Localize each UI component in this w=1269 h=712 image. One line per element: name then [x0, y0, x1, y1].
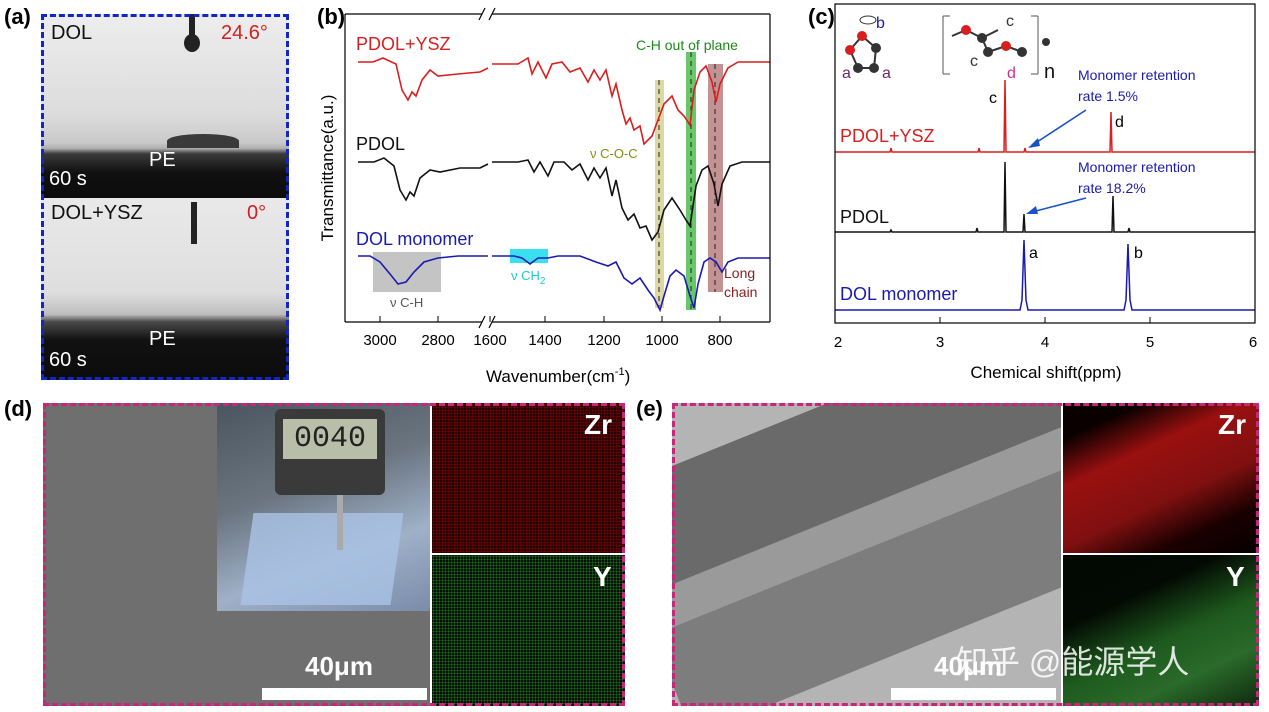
panel-d-label: (d) — [4, 396, 33, 421]
nmr-chart: a a b c c d n 2 3 4 5 6 Chemical shift(p… — [834, 3, 1257, 382]
dol-molecule-diagram — [845, 15, 881, 73]
mol-label-n: n — [1044, 61, 1055, 83]
band-long-chain — [708, 64, 723, 292]
contact-angle-panel: DOL 24.6° PE 60 s DOL+YSZ 0° PE 60 s — [41, 14, 289, 380]
sem-panel-e: Zr Y 40μm 知乎 @能源学人 — [672, 403, 1259, 706]
tick-800: 800 — [707, 332, 732, 349]
y-map-d — [432, 555, 625, 706]
ftir-label-pdol-ysz: PDOL+YSZ — [356, 34, 451, 54]
zr-label-e: Zr — [1218, 409, 1246, 440]
ann-chain: chain — [724, 284, 757, 300]
contact-angle-image-bottom — [41, 198, 289, 380]
spectrum-pdol — [358, 157, 770, 242]
nmr-pdol — [835, 161, 1255, 233]
tick-1400: 1400 — [528, 332, 561, 349]
ftir-label-pdol: PDOL — [356, 134, 405, 154]
tick-3000: 3000 — [363, 332, 396, 349]
ftir-ylabel: Transmittance(a.u.) — [318, 95, 337, 242]
panel-e-frame — [672, 403, 1259, 706]
needle-top — [189, 14, 195, 36]
watermark: 知乎 @能源学人 — [956, 644, 1190, 680]
zr-map-d — [432, 403, 625, 553]
retention1-line2: rate 1.5% — [1078, 88, 1138, 104]
tick-1200: 1200 — [587, 332, 620, 349]
tick-2800: 2800 — [421, 332, 454, 349]
panel-a-frame — [41, 14, 289, 380]
needle-bottom — [191, 202, 197, 244]
nmr-tick-2: 2 — [834, 334, 842, 351]
thickness-gauge-photo: 0040 — [217, 403, 430, 611]
band-coc — [655, 80, 664, 308]
mol-label-d: d — [1007, 65, 1016, 82]
nmr-pdol-ysz — [835, 79, 1255, 153]
tick-1000: 1000 — [645, 332, 678, 349]
substrate-pe-bottom: PE — [149, 328, 176, 350]
sample-dol-ysz: DOL+YSZ — [51, 202, 143, 224]
panel-b-label: (b) — [317, 4, 346, 29]
peak-label-b: b — [1134, 245, 1143, 262]
angle-dol: 24.6° — [221, 22, 268, 44]
contact-angle-image-top — [41, 14, 289, 198]
gauge-spindle — [337, 495, 343, 550]
mol-label-c1: c — [1006, 13, 1014, 30]
panel-e-label: (e) — [636, 396, 663, 421]
nmr-tick-4: 4 — [1041, 334, 1049, 351]
mol-label-a1: a — [842, 65, 851, 82]
panel-a-label: (a) — [4, 4, 31, 29]
nmr-tick-3: 3 — [936, 334, 944, 351]
ann-ch-out-of-plane: C-H out of plane — [636, 37, 738, 53]
retention2-line2: rate 18.2% — [1078, 180, 1146, 196]
nmr-tick-6: 6 — [1249, 334, 1257, 351]
nmr-xlabel: Chemical shift(ppm) — [970, 363, 1121, 382]
y-label-d: Y — [593, 561, 612, 592]
peak-label-a: a — [1029, 245, 1038, 262]
pendant-drop — [184, 34, 200, 52]
mol-label-c2: c — [970, 53, 978, 70]
ftir-xlabel: Wavenumber(cm-1) — [486, 366, 630, 386]
sample-dol: DOL — [51, 22, 93, 44]
sem-panel-d: 0040 Zr Y 40μm — [43, 403, 625, 706]
tick-1600: 1600 — [473, 332, 506, 349]
sessile-droplet — [167, 134, 239, 148]
time-bottom: 60 s — [49, 349, 87, 371]
band-ch-stretch — [373, 252, 441, 292]
pdol-repeat-unit-diagram — [942, 15, 1050, 75]
panel-c-label: (c) — [808, 4, 835, 29]
substrate-pe-top: PE — [149, 149, 176, 171]
ftir-label-dol: DOL monomer — [356, 229, 473, 249]
band-ch2 — [510, 249, 548, 263]
scale-label-d: 40μm — [305, 651, 373, 681]
nmr-label-pdol: PDOL — [840, 207, 889, 227]
ann-ch2: ν CH2 — [511, 268, 546, 287]
spectrum-dol-monomer — [358, 255, 770, 313]
nmr-tick-5: 5 — [1146, 334, 1154, 351]
mol-label-b: b — [876, 15, 885, 32]
y-map-e — [1063, 555, 1259, 706]
peak-label-c: c — [989, 90, 997, 107]
sem-image-e — [672, 403, 1061, 706]
nmr-label-pdol-ysz: PDOL+YSZ — [840, 126, 935, 146]
ann-ch-stretch: ν C-H — [390, 295, 423, 310]
spectrum-pdol-ysz — [358, 56, 770, 146]
ann-coc: ν C-O-C — [590, 146, 638, 161]
zr-label-d: Zr — [584, 409, 612, 440]
mol-label-a2: a — [882, 65, 891, 82]
scale-bar-e — [891, 688, 1056, 700]
peak-label-d: d — [1115, 114, 1124, 131]
nmr-dol-monomer — [835, 239, 1255, 311]
scale-label-e: 40μm — [934, 651, 1002, 681]
retention2-line1: Monomer retention — [1078, 159, 1196, 175]
y-label-e: Y — [1226, 561, 1245, 592]
time-top: 60 s — [49, 168, 87, 190]
angle-dol-ysz: 0° — [247, 202, 267, 224]
zr-map-e — [1063, 403, 1259, 553]
scale-bar-d — [262, 688, 427, 700]
retention1-line1: Monomer retention — [1078, 67, 1196, 83]
gauge-display: 0040 — [283, 419, 377, 459]
ftir-chart: 3000 2800 1600 1400 1200 1000 800 Wavenu… — [318, 7, 771, 386]
nmr-label-dol: DOL monomer — [840, 284, 957, 304]
panel-d-frame — [43, 403, 625, 706]
ann-long: Long — [724, 265, 755, 281]
